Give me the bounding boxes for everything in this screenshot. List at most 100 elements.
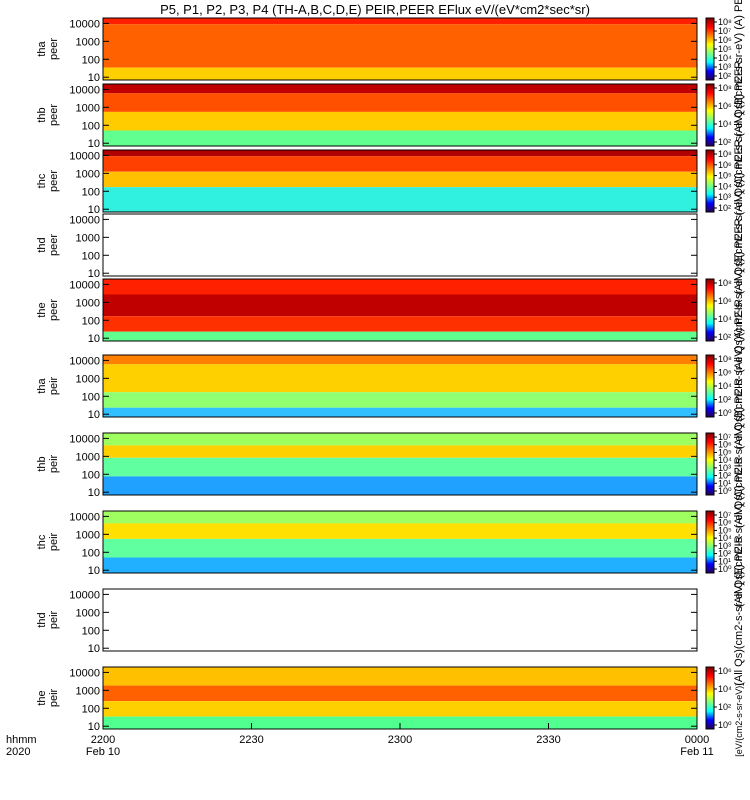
cbar-tick-label-thb_peer-0: 10⁸ (718, 83, 732, 93)
cbar-tick-label-the_peir-3: 10⁰ (718, 720, 732, 730)
ytick-label-tha_peer-1000: 1000 (76, 36, 100, 48)
ytick-label-the_peer-1000: 1000 (76, 297, 100, 309)
cbar-tick-label-thc_peir-3: 10⁴ (718, 533, 732, 543)
side-label-6: (All Qs)(cm2-s-sr-eV) (C) PEIR (733, 456, 745, 607)
band-tha_peer-0 (103, 18, 697, 25)
band-the_peer-2 (103, 316, 697, 332)
cbar-tick-label-thc_peir-7: 10⁰ (718, 564, 732, 574)
ytick-label-thd_peer-10: 10 (88, 268, 100, 280)
xtick-label-2200: 2200 (91, 734, 115, 746)
ytick-label-thb_peer-10000: 10000 (69, 84, 100, 96)
ytick-label-thc_peir-1000: 1000 (76, 529, 100, 541)
ytick-label-tha_peer-10000: 10000 (69, 18, 100, 30)
xtick-label-0000: 0000 (685, 734, 709, 746)
cbar-tick-label-thc_peir-4: 10³ (718, 541, 731, 551)
ytick-label-thd_peer-100: 100 (82, 250, 100, 262)
colorbar-thb_peer (705, 83, 715, 147)
ytick-label-thb_peer-100: 100 (82, 120, 100, 132)
cbar-tick-label-thc_peer-5: 10² (718, 203, 731, 213)
ylabel-thb_peer-0: thb (36, 107, 48, 122)
band-thc_peir-3 (103, 557, 697, 573)
cbar-tick-label-the_peir-2: 10² (718, 702, 731, 712)
cbar-tick-label-tha_peer-0: 10⁸ (718, 17, 732, 27)
ytick-label-thc_peir-10: 10 (88, 565, 100, 577)
band-the_peer-0 (103, 279, 697, 295)
cbar-tick-label-tha_peer-1: 10⁷ (718, 26, 731, 36)
band-thc_peir-1 (103, 523, 697, 539)
ytick-label-thc_peir-10000: 10000 (69, 511, 100, 523)
band-tha_peir-1 (103, 364, 697, 393)
ytick-label-thb_peir-100: 100 (82, 469, 100, 481)
cbar-tick-label-the_peer-0: 10⁸ (718, 278, 732, 288)
panel-frame-thd_peir (102, 588, 698, 652)
band-thc_peer-0 (103, 150, 697, 157)
ytick-label-thd_peir-100: 100 (82, 625, 100, 637)
ytick-label-thd_peer-10000: 10000 (69, 214, 100, 226)
colorbar-thb_peir (705, 432, 715, 496)
band-tha_peir-2 (103, 392, 697, 408)
cbar-tick-label-thb_peir-7: 10⁰ (718, 486, 732, 496)
ytick-label-tha_peer-100: 100 (82, 54, 100, 66)
ytick-label-the_peir-10000: 10000 (69, 667, 100, 679)
ytick-label-tha_peir-10: 10 (88, 409, 100, 421)
colorbar-the_peir (705, 666, 715, 730)
panel-frame-thc_peer (102, 149, 698, 213)
cbar-tick-label-tha_peer-3: 10⁵ (718, 44, 732, 54)
ytick-label-thc_peer-1000: 1000 (76, 168, 100, 180)
ytick-label-tha_peer-10: 10 (88, 72, 100, 84)
band-the_peir-0 (103, 667, 697, 686)
ytick-label-thb_peir-10: 10 (88, 487, 100, 499)
cbar-tick-label-tha_peer-2: 10⁶ (718, 35, 732, 45)
cbar-tick-label-thb_peir-6: 10¹ (718, 478, 731, 488)
cbar-tick-label-thb_peir-4: 10³ (718, 463, 731, 473)
xtick-label-2230: 2230 (239, 734, 263, 746)
band-thc_peer-1 (103, 156, 697, 172)
cbar-tick-label-the_peer-1: 10⁶ (718, 296, 732, 306)
cbar-tick-label-thc_peer-0: 10⁸ (718, 149, 732, 159)
cbar-tick-label-the_peir-0: 10⁶ (718, 666, 732, 676)
ytick-label-thc_peer-10: 10 (88, 204, 100, 216)
band-thc_peir-2 (103, 538, 697, 558)
band-thb_peer-2 (103, 111, 697, 131)
ytick-label-thd_peir-10000: 10000 (69, 589, 100, 601)
cbar-tick-label-thb_peer-3: 10² (718, 137, 731, 147)
bottom-colorbar-label: [eV/(cm2-s-sr-eV)] (734, 683, 744, 757)
ylabel-thc_peir-1: peir (48, 532, 60, 551)
ylabel-tha_peer-0: tha (36, 40, 48, 56)
band-tha_peir-3 (103, 407, 697, 417)
ylabel-thb_peir-1: peir (48, 454, 60, 473)
cbar-tick-label-thb_peir-3: 10⁴ (718, 455, 732, 465)
band-thb_peir-0 (103, 433, 697, 446)
band-tha_peer-1 (103, 24, 697, 68)
ytick-label-thd_peir-1000: 1000 (76, 607, 100, 619)
ylabel-thd_peer-1: peer (48, 234, 60, 256)
ytick-label-thb_peer-1000: 1000 (76, 102, 100, 114)
side-label-3: (All Qs)(cm2-s-sr-eV) (E) PEER (733, 218, 745, 373)
panel-frame-thd_peer (102, 213, 698, 277)
ylabel-tha_peir-1: peir (48, 376, 60, 395)
side-label-7: (All Qs)(cm2-s-sr-eV) (E) PEIR (733, 535, 745, 685)
ytick-label-the_peir-1000: 1000 (76, 685, 100, 697)
side-label-2: (All Qs)(cm2-s-sr-eV) (C) PEER (733, 139, 745, 294)
panel-frame-the_peer (102, 278, 698, 342)
cbar-tick-label-tha_peir-2: 10⁴ (718, 381, 732, 391)
side-label-5: (All Qs)(cm2-s-sr-eV) (B) PEIR (733, 378, 745, 528)
cbar-tick-label-thc_peer-3: 10⁴ (718, 181, 732, 191)
ytick-label-thd_peer-1000: 1000 (76, 232, 100, 244)
band-thb_peir-3 (103, 476, 697, 495)
band-the_peer-1 (103, 294, 697, 317)
band-thc_peir-0 (103, 511, 697, 524)
cbar-tick-label-thb_peir-1: 10⁶ (718, 440, 732, 450)
colorbar-thc_peir (705, 510, 715, 574)
ylabel-thb_peir-0: thb (36, 456, 48, 471)
ylabel-thc_peer-0: thc (36, 173, 48, 188)
colorbar-thc_peer (705, 149, 715, 213)
colorbar-tha_peer (705, 17, 715, 81)
ytick-label-thb_peir-1000: 1000 (76, 451, 100, 463)
chart-title: P5, P1, P2, P3, P4 (TH-A,B,C,D,E) PEIR,P… (160, 2, 590, 17)
ylabel-thc_peir-0: thc (36, 534, 48, 549)
cbar-tick-label-thb_peer-1: 10⁶ (718, 101, 732, 111)
side-label-0: (All Qs)(cm2-s-sr-eV) (A) PEER (733, 0, 745, 137)
panel-frame-thc_peir (102, 510, 698, 574)
